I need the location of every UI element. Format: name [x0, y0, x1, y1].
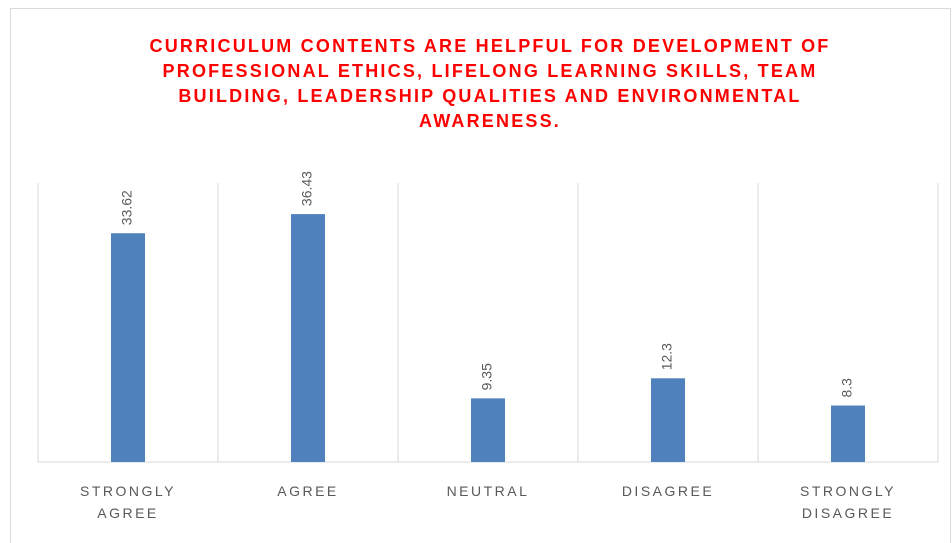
data-label: 9.35 [479, 363, 495, 390]
x-tick-label: STRONGLY DISAGREE [800, 483, 896, 521]
data-label: 33.62 [119, 190, 135, 225]
x-tick-label: STRONGLY AGREE [80, 483, 176, 521]
data-label: 12.3 [659, 343, 675, 370]
chart-border [10, 8, 951, 543]
bar [651, 378, 685, 462]
data-label: 36.43 [299, 171, 315, 206]
bar [471, 398, 505, 462]
bar [291, 214, 325, 462]
bar [111, 233, 145, 462]
chart-title: CURRICULUM CONTENTS ARE HELPFUL FOR DEVE… [149, 36, 831, 131]
x-tick-label: NEUTRAL [446, 483, 530, 499]
x-tick-label: AGREE [277, 483, 339, 499]
bar [831, 405, 865, 462]
data-label: 8.3 [839, 378, 855, 398]
x-tick-label: DISAGREE [621, 483, 715, 499]
